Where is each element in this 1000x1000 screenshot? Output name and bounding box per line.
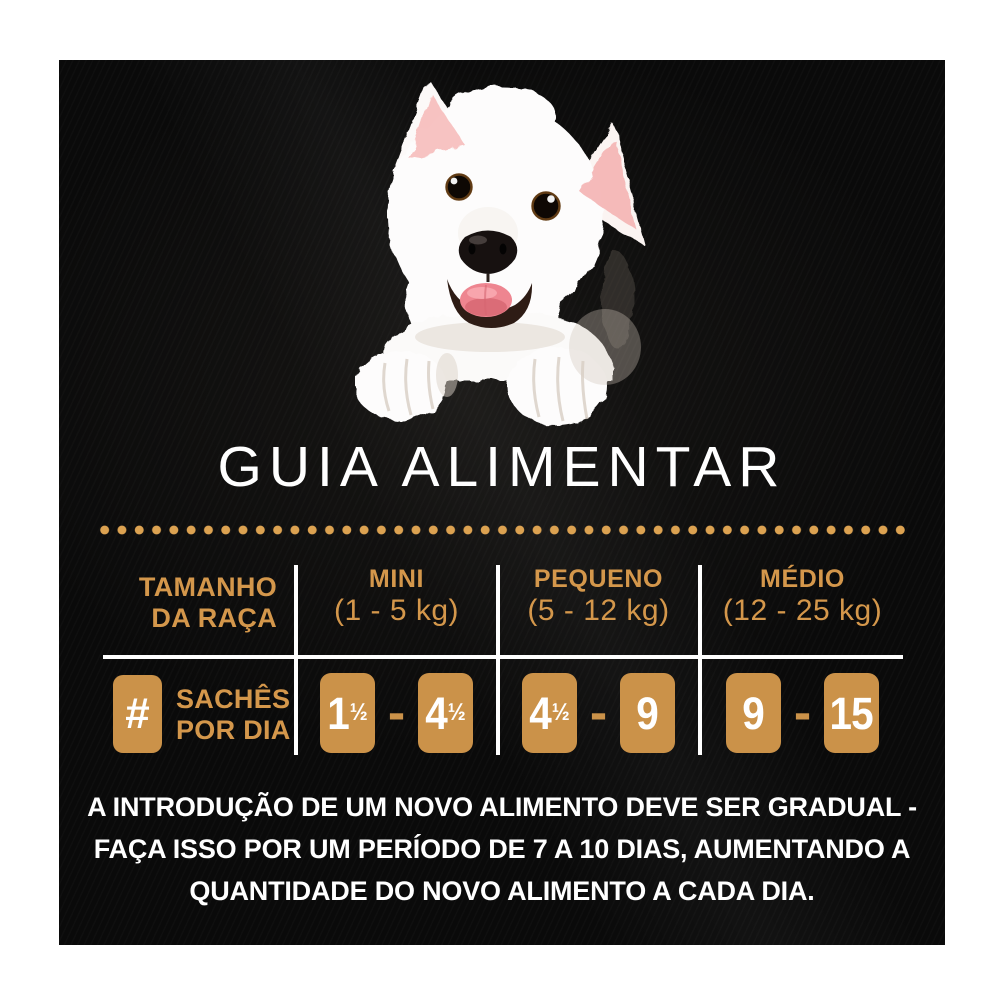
dotted-divider [96, 524, 908, 536]
range-dash: - [589, 684, 608, 742]
note-line: QUANTIDADE DO NOVO ALIMENTO A CADA DIA. [189, 876, 815, 906]
column-header-medio: MÉDIO (12 - 25 kg) [700, 565, 905, 629]
value-fraction: ½ [447, 698, 466, 726]
column-name: MINI [368, 565, 425, 593]
table-divider-vertical-2 [496, 565, 500, 755]
value-main: 4 [529, 687, 552, 739]
table-divider-vertical-1 [294, 565, 298, 755]
column-weight-range: (5 - 12 kg) [527, 594, 670, 627]
column-header-mini: MINI (1 - 5 kg) [296, 565, 497, 629]
value-main: 9 [742, 687, 765, 739]
package-panel: GUIA ALIMENTAR TAMANHO DA RAÇA MINI (1 -… [59, 60, 945, 945]
value-cell-medio: 9 - 15 [700, 673, 905, 753]
value-box-medio-max: 15 [824, 673, 880, 753]
value-fraction: ½ [349, 698, 368, 726]
row-header-breed-size: TAMANHO DA RAÇA [79, 572, 277, 634]
value-main: 4 [425, 687, 448, 739]
dog-image [355, 79, 646, 425]
value-main: 15 [829, 687, 874, 739]
value-box-medio-min: 9 [725, 673, 781, 753]
column-weight-range: (12 - 25 kg) [722, 594, 883, 627]
note-line: A INTRODUÇÃO DE UM NOVO ALIMENTO DEVE SE… [87, 792, 917, 822]
table-divider-vertical-3 [698, 565, 702, 755]
range-dash: - [793, 684, 812, 742]
sachets-label-line1: SACHÊS [176, 684, 291, 714]
value-main: 1 [327, 687, 350, 739]
column-name: MÉDIO [760, 565, 845, 593]
transition-note: A INTRODUÇÃO DE UM NOVO ALIMENTO DEVE SE… [59, 786, 945, 912]
table-divider-horizontal [103, 655, 903, 659]
dog-paws [382, 356, 589, 422]
dog-face [445, 173, 561, 328]
dog-ears [409, 93, 638, 231]
note-line: FAÇA ISSO POR UM PERÍODO DE 7 A 10 DIAS,… [93, 834, 911, 864]
sachets-count-icon: # [113, 675, 162, 753]
value-main: 9 [636, 687, 659, 739]
column-header-pequeno: PEQUENO (5 - 12 kg) [497, 565, 700, 629]
hash-symbol: # [125, 689, 150, 738]
value-fraction: ½ [551, 698, 570, 726]
column-weight-range: (1 - 5 kg) [333, 594, 460, 627]
column-name: PEQUENO [533, 565, 664, 593]
row-header-line1: TAMANHO [138, 572, 277, 602]
page-title: GUIA ALIMENTAR [217, 435, 787, 499]
sachets-per-day-label: SACHÊS POR DIA [176, 684, 291, 746]
dog-shading [415, 207, 641, 397]
row-header-line2: DA RAÇA [151, 603, 277, 633]
value-box-pequeno-max: 9 [620, 673, 676, 753]
sachets-label-line2: POR DIA [176, 715, 291, 745]
range-dash: - [387, 684, 406, 742]
